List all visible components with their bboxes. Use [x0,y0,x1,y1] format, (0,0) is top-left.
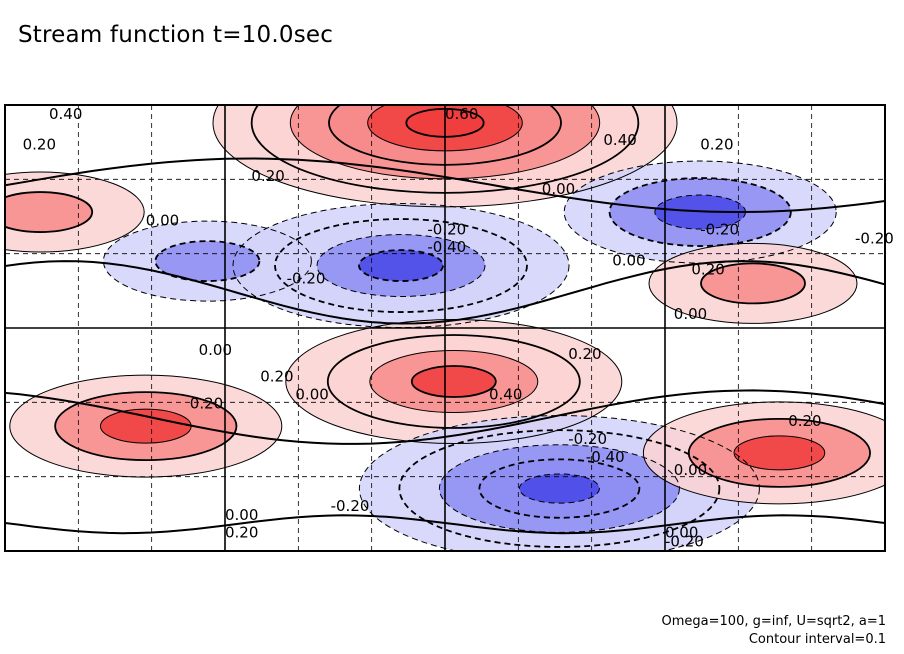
positive-contour [369,350,539,414]
contour-label: 0.00 [542,180,575,198]
contour-label: -0.20 [568,430,607,448]
negative-contour [274,218,528,313]
contour-label: -0.20 [331,497,370,515]
contour-label: 0.00 [225,506,258,524]
positive-contour [700,262,806,305]
positive-contour [687,417,871,488]
contour-label: 0.40 [603,131,636,149]
contour-label: -0.20 [287,269,326,287]
positive-contour [648,242,858,324]
contour-label: 0.60 [445,105,478,123]
contour-label: 0.20 [225,524,258,542]
contour-interval-note: Contour interval=0.1 [748,632,886,647]
negative-band [359,250,443,282]
contour-label: 0.20 [691,260,724,278]
negative-contour [102,220,312,302]
contour-label: 0.40 [49,105,82,123]
contour-label: 0.00 [665,524,698,542]
contour-label: -0.40 [586,448,625,466]
positive-contour [326,334,581,429]
contour-label: 0.00 [199,341,232,359]
contour-label: -0.20 [700,220,739,238]
negative-contour [478,458,641,519]
contour-label: 0.20 [568,345,601,363]
negative-contour [358,415,760,551]
negative-contour [398,429,721,548]
positive-contour [54,391,238,462]
negative-band [519,473,600,504]
contour-label: 0.00 [674,305,707,323]
contour-label: 0.00 [612,252,645,270]
positive-contour [5,171,145,253]
negative-contour [608,177,792,247]
contour-label: 0.00 [295,385,328,403]
plot-frame [4,104,886,552]
parameter-note: Omega=100, g=inf, U=sqrt2, a=1 [661,614,886,629]
negative-contour [518,473,600,504]
contour-label: 0.20 [23,136,56,154]
contour-label: -0.40 [427,238,466,256]
positive-contour [5,191,94,233]
contour-label: 0.40 [489,385,522,403]
positive-band [734,435,825,470]
positive-contour [642,401,885,505]
contour-label: -0.20 [427,220,466,238]
positive-band [701,263,805,304]
contour-label: 0.00 [146,211,179,229]
contour-label: 0.20 [251,167,284,185]
positive-contour [410,365,497,398]
contour-label: 0.00 [674,461,707,479]
contour-label: -0.20 [855,229,894,247]
contour-label: 0.20 [260,368,293,386]
positive-band [100,409,192,444]
negative-contour [316,234,486,298]
chart-title: Stream function t=10.0sec [18,22,334,48]
contour-label: 0.20 [788,412,821,430]
contour-label: 0.20 [700,136,733,154]
positive-contour [733,435,826,471]
positive-band [5,192,93,233]
positive-contour [9,374,283,478]
grid-lines [5,105,885,551]
negative-contour [358,249,444,282]
contour-labels: 0.40 0.600.20 0.40 0.200.200.000.00 -0.20 -0.… [23,105,894,551]
contour-label: -0.20 [665,533,704,551]
negative-contour [154,240,261,283]
contour-label: 0.20 [190,394,223,412]
positive-band [411,366,496,398]
